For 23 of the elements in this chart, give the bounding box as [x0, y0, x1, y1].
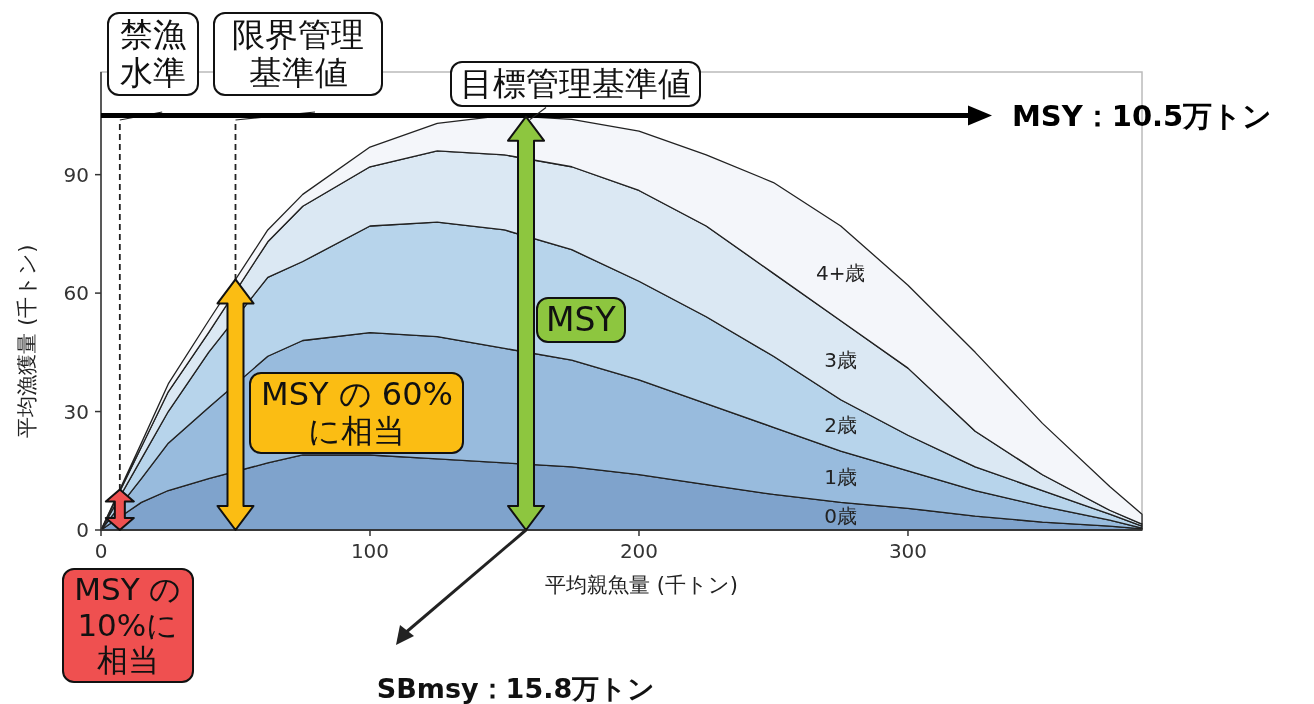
x-tick-label: 0: [94, 539, 108, 563]
y-axis-title: 平均漁獲量 (千トン): [15, 244, 39, 438]
ref-line-label: MSY：10.5万トン: [1012, 99, 1273, 134]
text: SBmsy：15.8万トン: [376, 673, 656, 704]
series-label: 2歳: [824, 413, 858, 438]
annotation: 目標管理基準値: [450, 61, 701, 108]
series-label: 4+歳: [815, 261, 866, 286]
annotation: MSY: [536, 297, 626, 343]
y-tick-label: 30: [63, 399, 89, 424]
y-tick-label: 90: [63, 162, 89, 187]
text: MSY の 10%に相当: [61, 568, 194, 683]
x-axis-title: 平均親魚量 (千トン): [544, 573, 739, 597]
x-tick-label: 300: [888, 539, 928, 563]
annotation: MSY の 60%に相当: [249, 372, 465, 454]
x-tick-label: 100: [350, 539, 390, 563]
y-tick-label: 60: [63, 281, 89, 306]
y-tick-label: 0: [76, 518, 89, 542]
x-tick-label: 200: [619, 539, 659, 563]
series-label: 3歳: [824, 348, 858, 373]
ref-line-label: 限界管理基準値: [213, 12, 383, 96]
ref-line-label: 禁漁水準: [107, 12, 199, 96]
series-label: 0歳: [824, 504, 858, 529]
series-label: 1歳: [824, 464, 858, 489]
